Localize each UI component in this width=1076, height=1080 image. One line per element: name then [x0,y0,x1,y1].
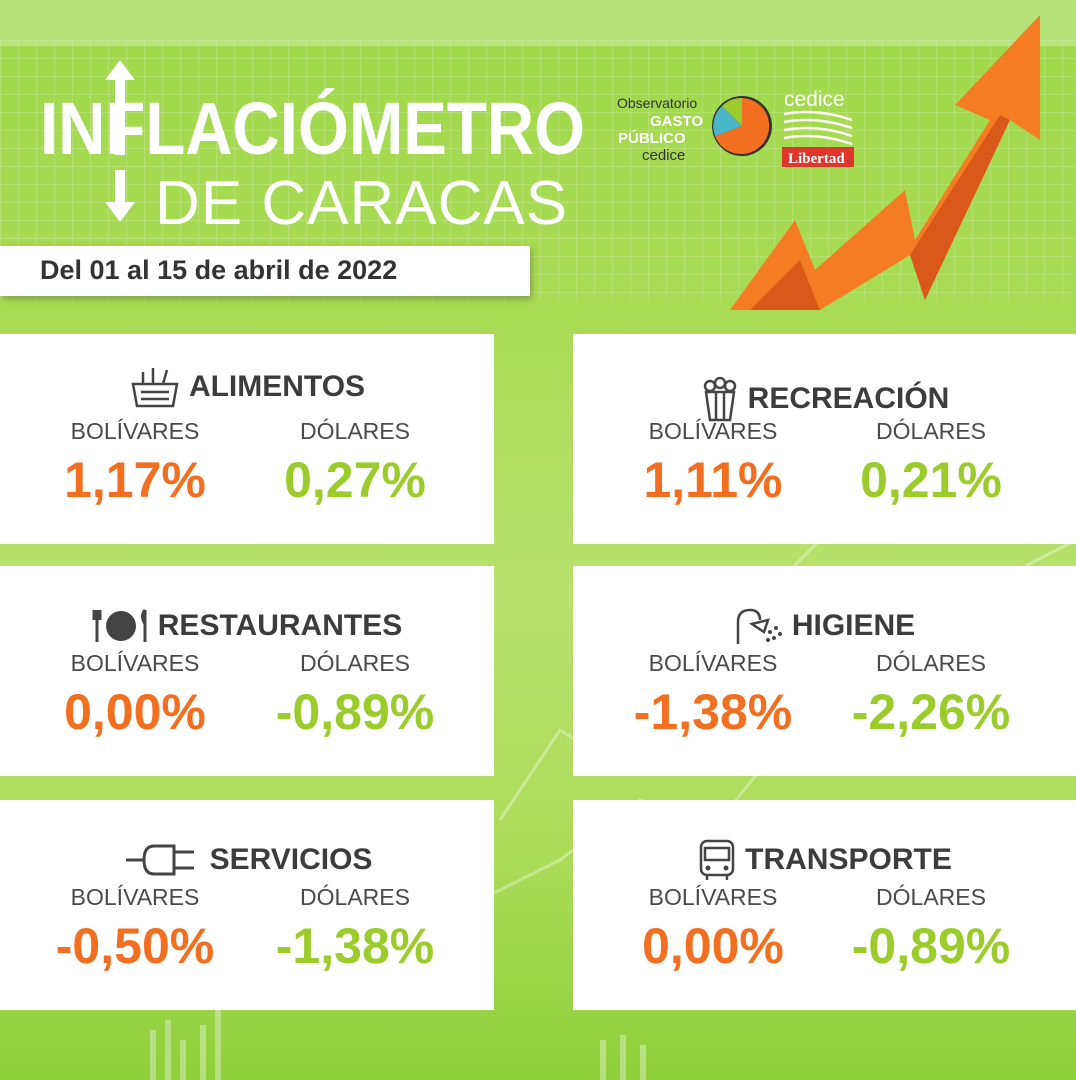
shower-icon [736,608,782,644]
svg-text:cedice: cedice [642,147,685,164]
bolivares-label: BOLÍVARES [70,418,200,444]
category-name: HIGIENE [791,609,916,642]
title-line2: DE CARACAS [155,169,569,238]
bolivares-value: 1,17% [64,452,206,508]
date-range: Del 01 al 15 de abril de 2022 [40,255,398,285]
trend-arrow-icon [730,15,1040,310]
bolivares-label: BOLÍVARES [70,884,200,910]
card-higiene: HIGIENE BOLÍVARES -1,38% DÓLARES -2,26% [573,566,1076,776]
dolares-label: DÓLARES [300,884,410,910]
title-line1: INFLACIÓMETRO [40,87,585,170]
bolivares-value: 0,00% [642,918,784,974]
category-name: ALIMENTOS [188,370,366,403]
category-name: TRANSPORTE [745,843,952,876]
card-transporte: TRANSPORTE BOLÍVARES 0,00% DÓLARES -0,89… [573,800,1076,1010]
svg-text:cedice: cedice [784,88,845,111]
svg-text:Libertad: Libertad [788,151,845,167]
dolares-value: -0,89% [275,684,435,740]
bolivares-value: -1,38% [633,684,793,740]
category-name: SERVICIOS [209,843,373,876]
cedice-libertad-logo: cedice Libertad [782,88,854,167]
category-name: RESTAURANTES [157,609,403,642]
bolivares-label: BOLÍVARES [648,418,778,444]
card-servicios: SERVICIOS BOLÍVARES -0,50% DÓLARES -1,38… [0,800,494,1010]
card-alimentos: ALIMENTOS BOLÍVARES 1,17% DÓLARES 0,27% [0,334,494,544]
plug-icon [125,844,194,876]
card-restaurantes: RESTAURANTES BOLÍVARES 0,00% DÓLARES -0,… [0,566,494,776]
bolivares-value: 1,11% [643,452,783,508]
popcorn-icon [703,376,736,422]
dolares-label: DÓLARES [876,418,986,444]
bus-icon [699,839,735,880]
svg-text:Observatorio: Observatorio [617,95,697,111]
observatorio-logo: Observatorio GASTO PÚBLICO cedice [617,95,772,164]
dolares-value: -2,26% [851,684,1011,740]
card-recreacion: RECREACIÓN BOLÍVARES 1,11% DÓLARES 0,21% [573,334,1076,544]
up-down-arrow-icon [105,60,135,222]
dolares-label: DÓLARES [876,884,986,910]
date-band: Del 01 al 15 de abril de 2022 [0,246,530,296]
bolivares-value: 0,00% [64,684,206,740]
plate-cutlery-icon [92,609,147,642]
dolares-label: DÓLARES [876,650,986,676]
bolivares-value: -0,50% [55,918,215,974]
svg-text:GASTO: GASTO [650,113,703,130]
dolares-label: DÓLARES [300,418,410,444]
dolares-label: DÓLARES [300,650,410,676]
bolivares-label: BOLÍVARES [70,650,200,676]
food-basket-icon [131,368,179,408]
page-title: INFLACIÓMETRO [40,87,585,170]
dolares-value: 0,27% [284,452,426,508]
dolares-value: 0,21% [860,452,1002,508]
dolares-value: -0,89% [851,918,1011,974]
bolivares-label: BOLÍVARES [648,884,778,910]
svg-text:PÚBLICO: PÚBLICO [618,129,686,147]
logos: Observatorio GASTO PÚBLICO cedice cedice… [617,88,854,167]
top-band [0,0,1076,46]
category-name: RECREACIÓN [747,382,950,415]
dolares-value: -1,38% [275,918,435,974]
bolivares-label: BOLÍVARES [648,650,778,676]
